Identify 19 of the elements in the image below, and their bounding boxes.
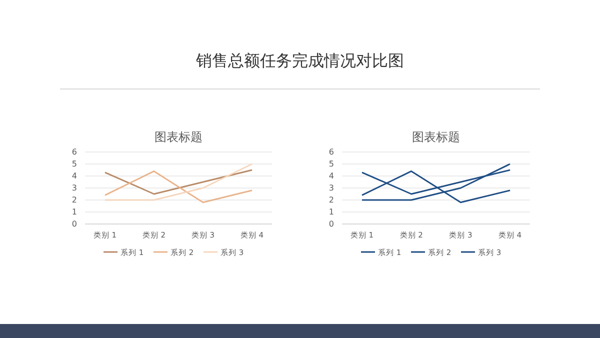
y-tick-label: 1 (328, 208, 334, 217)
y-tick-label: 0 (328, 220, 334, 229)
y-tick-label: 4 (72, 172, 77, 181)
line-series (104, 170, 253, 204)
line-series (104, 169, 253, 195)
y-tick-label: 2 (328, 196, 334, 205)
y-tick-label: 1 (72, 208, 77, 217)
y-tick-label: 3 (72, 184, 77, 193)
y-tick-label: 6 (72, 148, 77, 157)
y-tick-label: 5 (72, 160, 77, 169)
text: 销售总额任务完成情况对比图 (195, 51, 404, 70)
chart-title: 图表标题 (412, 130, 460, 144)
y-tick-label: 5 (328, 160, 334, 169)
y-tick-label: 0 (72, 220, 77, 229)
y-tick-label: 2 (72, 196, 77, 205)
chart-title: 图表标题 (154, 130, 202, 144)
y-tick-label: 4 (328, 172, 334, 181)
y-tick-label: 6 (328, 148, 334, 157)
y-tick-label: 3 (328, 184, 334, 193)
